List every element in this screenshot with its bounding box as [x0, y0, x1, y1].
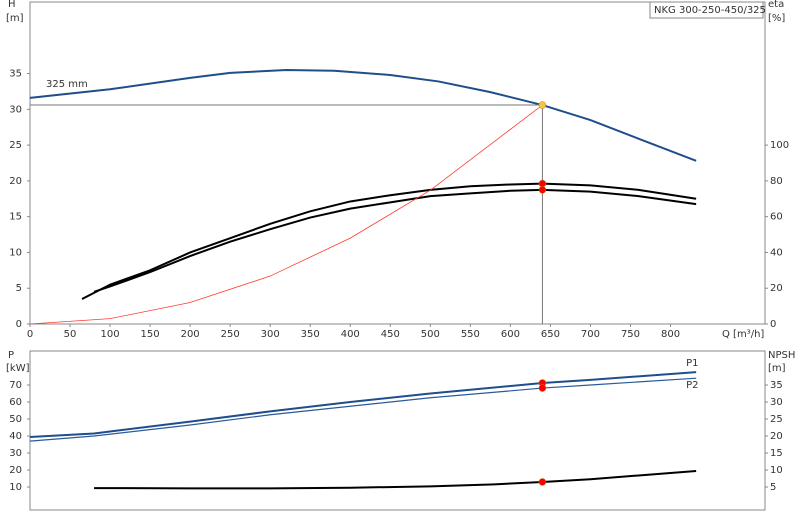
- x-tick-label: 500: [421, 329, 440, 340]
- series-label: P2: [686, 380, 698, 391]
- y2-tick-label: 20: [770, 431, 783, 442]
- y-tick-label: 60: [9, 397, 22, 408]
- y2-tick-label: 10: [770, 465, 783, 476]
- operating-point: [538, 384, 547, 392]
- series-label: 325 mm: [46, 79, 88, 90]
- y2-tick-label: 100: [770, 140, 789, 151]
- x-tick-label: 250: [221, 329, 240, 340]
- y2-tick-label: 80: [770, 176, 783, 187]
- y2-tick-label: 25: [770, 414, 783, 425]
- y2-axis-unit: [m]: [768, 363, 786, 374]
- operating-point: [538, 179, 547, 188]
- x-tick-label: 100: [101, 329, 120, 340]
- operating-point: [538, 101, 547, 109]
- y-tick-label: 5: [16, 283, 22, 294]
- x-tick-label: 350: [301, 329, 320, 340]
- x-tick-label: 150: [141, 329, 160, 340]
- y2-axis-label: NPSH: [768, 350, 795, 361]
- y-tick-label: 0: [16, 319, 22, 330]
- y2-axis-unit: [%]: [768, 13, 785, 24]
- x-tick-label: 450: [381, 329, 400, 340]
- y2-tick-label: 0: [770, 319, 776, 330]
- operating-point: [538, 186, 547, 194]
- curve: [93, 188, 697, 293]
- x-tick-label: 550: [461, 329, 480, 340]
- legend-text: NKG 300-250-450/325: [654, 5, 766, 16]
- y2-tick-label: 60: [770, 212, 783, 223]
- x-tick-label: 200: [181, 329, 200, 340]
- y-tick-label: 50: [9, 414, 22, 425]
- y-axis-label: P: [8, 350, 14, 361]
- y-tick-label: 20: [9, 465, 22, 476]
- x-tick-label: 50: [64, 329, 77, 340]
- y-tick-label: 10: [9, 482, 22, 493]
- y-tick-label: 25: [9, 140, 22, 151]
- x-tick-label: 800: [661, 329, 680, 340]
- x-tick-label: 0: [27, 329, 33, 340]
- y-tick-label: 30: [9, 104, 22, 115]
- y-tick-label: 10: [9, 247, 22, 258]
- curve: [81, 182, 697, 300]
- x-tick-label: 750: [621, 329, 640, 340]
- x-tick-label: 600: [501, 329, 520, 340]
- plot-frame: [29, 350, 766, 511]
- y-tick-label: 15: [9, 212, 22, 223]
- y2-tick-label: 40: [770, 247, 783, 258]
- curve: [29, 377, 697, 442]
- x-tick-label: 700: [581, 329, 600, 340]
- y-tick-label: 70: [9, 380, 22, 391]
- legend-box: [649, 1, 764, 19]
- y-axis-unit: [kW]: [6, 363, 30, 374]
- x-tick-label: 650: [541, 329, 560, 340]
- y-axis-label: H: [8, 0, 16, 10]
- y2-tick-label: 35: [770, 380, 783, 391]
- y2-tick-label: 30: [770, 397, 783, 408]
- y-tick-label: 40: [9, 431, 22, 442]
- y-tick-label: 20: [9, 176, 22, 187]
- y-tick-label: 30: [9, 448, 22, 459]
- y-axis-unit: [m]: [6, 13, 24, 24]
- y2-tick-label: 20: [770, 283, 783, 294]
- y2-tick-label: 5: [770, 482, 776, 493]
- x-tick-label: 300: [261, 329, 280, 340]
- curve: [29, 68, 697, 162]
- curve: [29, 371, 697, 439]
- y2-axis-label: eta: [768, 0, 784, 10]
- x-tick-label: 400: [341, 329, 360, 340]
- y-tick-label: 35: [9, 69, 22, 80]
- curve: [29, 104, 543, 325]
- plot-frame: [29, 1, 766, 325]
- series-label: P1: [686, 358, 698, 369]
- y2-tick-label: 15: [770, 448, 783, 459]
- x-axis-label: Q [m³/h]: [722, 329, 764, 340]
- curve: [94, 470, 697, 490]
- operating-point: [538, 478, 547, 486]
